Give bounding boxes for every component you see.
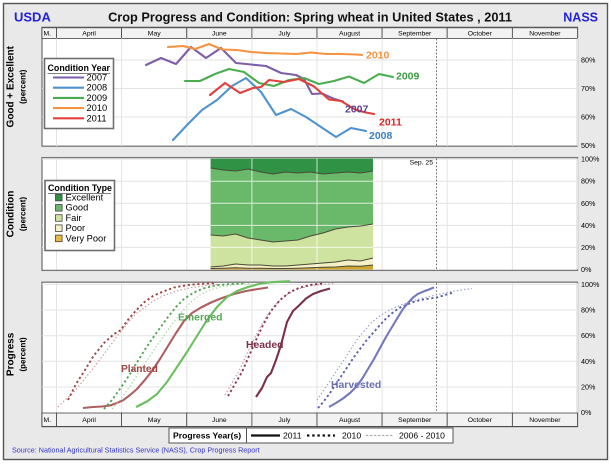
svg-text:0%: 0%: [581, 265, 592, 274]
svg-text:Emerged: Emerged: [178, 313, 222, 324]
svg-text:(percent): (percent): [19, 69, 28, 104]
svg-text:2008: 2008: [369, 130, 393, 142]
svg-text:2010: 2010: [342, 431, 361, 441]
svg-text:Progress: Progress: [6, 332, 17, 376]
svg-text:40%: 40%: [581, 357, 596, 366]
svg-text:80%: 80%: [581, 306, 596, 315]
svg-text:Condition Type: Condition Type: [48, 183, 112, 193]
svg-text:60%: 60%: [581, 199, 596, 208]
svg-text:Source: National Agricultural: Source: National Agricultural Statistics…: [12, 445, 260, 454]
svg-text:November: November: [529, 31, 561, 38]
svg-text:60%: 60%: [581, 113, 596, 122]
svg-text:2010: 2010: [366, 50, 390, 62]
svg-text:Poor: Poor: [66, 223, 86, 233]
svg-text:November: November: [529, 417, 561, 424]
svg-text:70%: 70%: [581, 84, 596, 93]
svg-text:Good + Excellent: Good + Excellent: [6, 45, 17, 127]
svg-text:USDA: USDA: [14, 10, 51, 25]
svg-text:(percent): (percent): [19, 197, 28, 232]
svg-text:2011: 2011: [379, 117, 402, 129]
svg-text:Very Poor: Very Poor: [66, 233, 107, 243]
svg-text:2009: 2009: [87, 93, 108, 103]
svg-text:100%: 100%: [581, 280, 600, 289]
svg-text:NASS: NASS: [563, 11, 598, 25]
svg-text:October: October: [468, 31, 493, 38]
svg-text:Good: Good: [66, 203, 89, 213]
svg-text:M.: M.: [44, 417, 52, 424]
svg-text:0%: 0%: [581, 408, 592, 417]
svg-text:July: July: [278, 417, 291, 424]
svg-text:August: August: [339, 31, 360, 38]
svg-text:Progress Year(s): Progress Year(s): [173, 431, 241, 441]
svg-text:20%: 20%: [581, 383, 596, 392]
svg-text:2006 - 2010: 2006 - 2010: [399, 431, 445, 441]
svg-text:April: April: [82, 417, 96, 424]
svg-text:80%: 80%: [581, 56, 596, 65]
svg-text:September: September: [398, 417, 432, 424]
svg-text:October: October: [468, 417, 493, 424]
svg-text:May: May: [148, 31, 161, 38]
svg-text:(percent): (percent): [19, 337, 28, 372]
svg-text:M.: M.: [44, 31, 52, 38]
svg-text:60%: 60%: [581, 331, 596, 340]
svg-text:100%: 100%: [581, 155, 600, 164]
svg-text:August: August: [339, 417, 360, 424]
svg-text:July: July: [278, 31, 291, 38]
svg-text:May: May: [148, 417, 161, 424]
svg-text:80%: 80%: [581, 177, 596, 186]
svg-text:Excellent: Excellent: [66, 193, 104, 203]
svg-text:40%: 40%: [581, 221, 596, 230]
svg-text:Condition: Condition: [6, 191, 17, 238]
svg-text:Crop Progress and Condition: S: Crop Progress and Condition: Spring whea…: [108, 9, 512, 24]
svg-text:2009: 2009: [396, 71, 420, 83]
svg-text:Sep. 25: Sep. 25: [410, 160, 434, 167]
svg-text:June: June: [212, 417, 227, 424]
svg-text:2011: 2011: [87, 113, 107, 123]
svg-text:2011: 2011: [283, 431, 302, 441]
svg-text:50%: 50%: [581, 141, 596, 150]
svg-text:Condition Year: Condition Year: [48, 63, 111, 73]
svg-text:June: June: [212, 31, 227, 38]
svg-text:Harvested: Harvested: [331, 380, 381, 391]
svg-text:2010: 2010: [87, 103, 108, 113]
svg-text:April: April: [82, 31, 96, 38]
svg-text:2008: 2008: [87, 83, 108, 93]
svg-text:2007: 2007: [345, 104, 369, 116]
svg-text:Headed: Headed: [246, 340, 284, 351]
svg-text:September: September: [398, 31, 432, 38]
svg-text:2007: 2007: [87, 73, 108, 83]
svg-text:Planted: Planted: [121, 364, 158, 375]
svg-text:Fair: Fair: [66, 213, 82, 223]
svg-text:20%: 20%: [581, 243, 596, 252]
